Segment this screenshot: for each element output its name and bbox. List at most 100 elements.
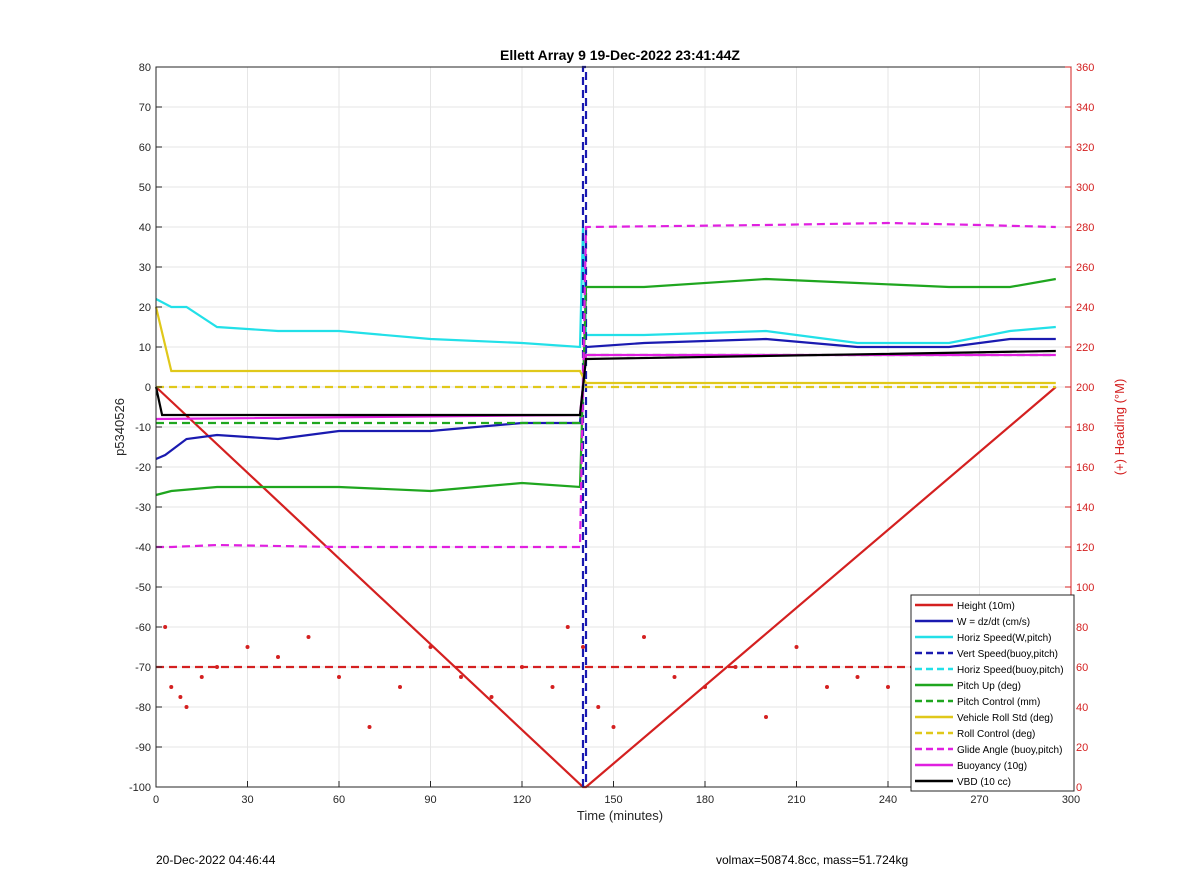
heading-point <box>596 705 601 709</box>
right-y-tick-label: 340 <box>1076 102 1094 114</box>
left-y-tick-label: -70 <box>135 662 151 674</box>
x-tick-label: 300 <box>1062 794 1080 806</box>
left-y-tick-label: 40 <box>139 222 151 234</box>
legend-label: Height (10m) <box>957 601 1015 612</box>
series-vbd-10-cc <box>154 349 1056 417</box>
x-axis-label: Time (minutes) <box>577 808 663 823</box>
heading-point <box>764 715 768 719</box>
left-y-tick-label: -30 <box>135 502 151 514</box>
right-y-tick-label: 40 <box>1076 702 1088 714</box>
legend-label: Vert Speed(buoy,pitch) <box>957 649 1058 660</box>
left-y-tick-label: -10 <box>135 422 151 434</box>
heading-point <box>581 645 585 649</box>
right-y-tick-label: 220 <box>1076 342 1094 354</box>
right-y-axis-ticks: 0 20 40 60 80 100 120 140 160 180 200 220 240 260 280 3… <box>1065 62 1094 794</box>
legend-label: Pitch Control (mm) <box>957 697 1040 708</box>
right-y-tick-label: 0 <box>1076 782 1082 794</box>
left-y-tick-label: -50 <box>135 582 151 594</box>
right-y-tick-label: 260 <box>1076 262 1094 274</box>
footer-timestamp: 20-Dec-2022 04:46:44 <box>156 853 276 867</box>
heading-point <box>565 625 570 629</box>
heading-point <box>550 685 555 689</box>
legend-label: Horiz Speed(W,pitch) <box>957 633 1051 644</box>
series-glide-angle-buoy-pitch <box>156 221 1056 549</box>
right-y-axis-label: (+) Heading (°M) <box>1112 379 1127 476</box>
series-horiz-speed-w-pitch <box>155 226 1056 349</box>
legend-label: Buoyancy (10g) <box>957 761 1027 772</box>
legend-label: W = dz/dt (cm/s) <box>957 617 1030 628</box>
legend-box <box>910 594 1075 792</box>
legend-label: VBD (10 cc) <box>957 777 1011 788</box>
heading-point <box>169 685 174 689</box>
heading-point <box>886 685 890 689</box>
left-y-tick-label: 30 <box>139 262 151 274</box>
left-y-tick-label: 80 <box>139 62 151 74</box>
x-tick-label: 240 <box>879 794 897 806</box>
heading-point <box>276 655 280 659</box>
right-y-tick-label: 80 <box>1076 622 1088 634</box>
left-y-tick-label: -100 <box>129 782 151 794</box>
right-y-tick-label: 280 <box>1076 222 1094 234</box>
left-y-tick-label: 70 <box>139 102 151 114</box>
right-y-tick-label: 20 <box>1076 742 1088 754</box>
heading-point <box>855 675 860 679</box>
left-y-tick-label: -40 <box>135 542 151 554</box>
heading-point <box>245 645 250 649</box>
legend-label: Glide Angle (buoy,pitch) <box>957 745 1062 756</box>
heading-point <box>642 635 646 639</box>
heading-point <box>306 635 311 639</box>
left-y-tick-label: 10 <box>139 342 151 354</box>
heading-point <box>398 685 402 689</box>
x-axis-ticks: 0 30 60 90 120 150 180 210 240 270 300 <box>153 781 1080 806</box>
legend-label: Vehicle Roll Std (deg) <box>957 713 1053 724</box>
x-tick-label: 60 <box>333 794 345 806</box>
legend-label: Horiz Speed(buoy,pitch) <box>957 665 1064 676</box>
heading-point <box>337 675 341 679</box>
right-y-tick-label: 300 <box>1076 182 1094 194</box>
right-y-tick-label: 240 <box>1076 302 1094 314</box>
right-y-tick-label: 180 <box>1076 422 1094 434</box>
left-y-tick-label: 60 <box>139 142 151 154</box>
heading-point <box>184 705 189 709</box>
left-y-axis-label: p5340526 <box>112 398 127 456</box>
heading-point <box>703 685 707 689</box>
x-tick-label: 270 <box>970 794 988 806</box>
right-y-tick-label: 200 <box>1076 382 1094 394</box>
heading-point <box>672 675 677 679</box>
left-y-tick-label: -80 <box>135 702 151 714</box>
right-y-tick-label: 160 <box>1076 462 1094 474</box>
legend-label: Pitch Up (deg) <box>957 681 1021 692</box>
heading-point <box>178 695 183 699</box>
heading-point <box>459 675 463 679</box>
right-y-tick-label: 100 <box>1076 582 1094 594</box>
x-tick-label: 150 <box>604 794 622 806</box>
left-y-tick-label: -60 <box>135 622 151 634</box>
left-y-tick-label: 0 <box>145 382 151 394</box>
heading-point <box>489 695 494 699</box>
left-y-tick-label: 50 <box>139 182 151 194</box>
left-y-tick-label: 20 <box>139 302 151 314</box>
heading-point <box>611 725 616 729</box>
right-y-tick-label: 320 <box>1076 142 1094 154</box>
heading-point <box>199 675 204 679</box>
legend-label: Roll Control (deg) <box>957 729 1035 740</box>
heading-point <box>794 645 799 649</box>
heading-point <box>428 645 433 649</box>
x-tick-label: 210 <box>787 794 805 806</box>
x-tick-label: 180 <box>696 794 714 806</box>
left-y-axis-ticks: -100-90-80-70-60-50-40-30-20-10010203040… <box>129 62 162 794</box>
left-y-tick-label: -20 <box>135 462 151 474</box>
footer-vehicle-info: volmax=50874.8cc, mass=51.724kg <box>716 853 909 867</box>
x-tick-label: 120 <box>513 794 531 806</box>
legend: Height (10m) W = dz/dt (cm/s) Horiz Speed(… <box>910 594 1075 792</box>
heading-point <box>163 625 168 629</box>
x-tick-label: 90 <box>424 794 436 806</box>
heading-point <box>825 685 829 689</box>
heading-point <box>367 725 372 729</box>
chart-title: Ellett Array 9 19-Dec-2022 23:41:44Z <box>500 47 740 63</box>
left-y-tick-label: -90 <box>135 742 151 754</box>
series-vehicle-roll-std-deg <box>154 306 1056 385</box>
right-y-tick-label: 140 <box>1076 502 1094 514</box>
right-y-tick-label: 360 <box>1076 62 1094 74</box>
